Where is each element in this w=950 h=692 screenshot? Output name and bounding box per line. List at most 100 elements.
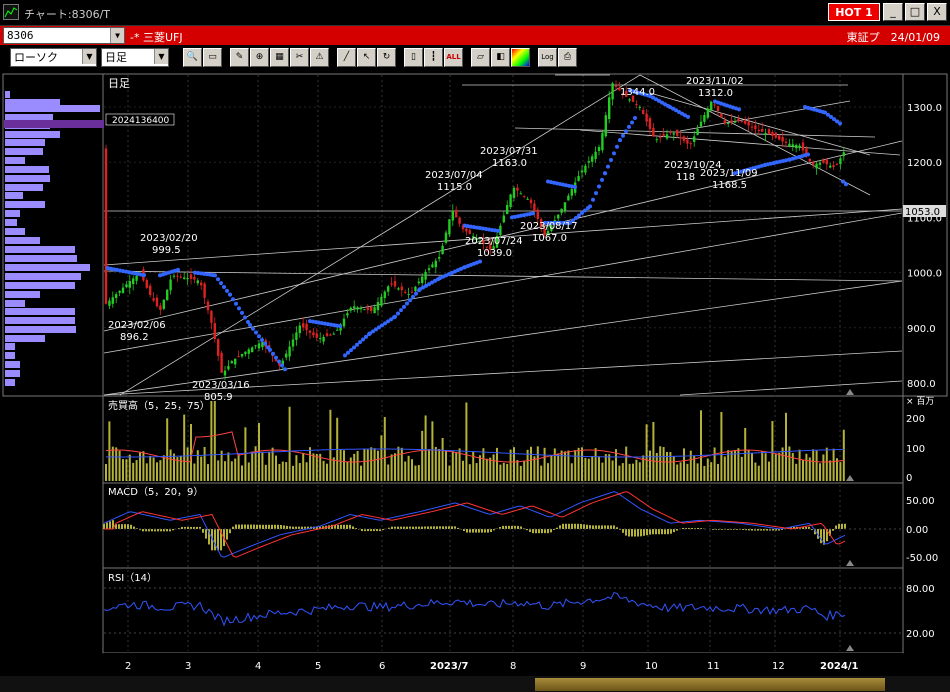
search-icon[interactable]: 🔍 — [183, 48, 202, 67]
candle-body — [540, 219, 543, 227]
candle-body — [489, 242, 492, 250]
chevron-down-icon[interactable]: ▼ — [110, 28, 124, 43]
print-icon[interactable]: ⎙ — [558, 48, 577, 67]
volume-bar — [625, 446, 628, 481]
scroll-marker-icon[interactable] — [846, 645, 854, 651]
candle-body — [784, 141, 788, 144]
maximize-button[interactable]: □ — [905, 3, 925, 21]
scroll-marker-icon[interactable] — [846, 475, 854, 481]
candle-body — [638, 106, 641, 108]
macd-histogram-bar — [571, 523, 573, 529]
close-button[interactable]: X — [927, 3, 947, 21]
volume-bar — [662, 447, 665, 481]
macd-histogram-bar — [127, 524, 129, 529]
x-axis-label: 3 — [185, 661, 191, 672]
sar-dot — [361, 337, 365, 342]
candle-body — [169, 279, 172, 291]
candle-body — [234, 358, 237, 365]
sar-dot — [561, 220, 565, 225]
drawing-icon[interactable]: ✎ — [230, 48, 249, 67]
sar-dot — [543, 220, 547, 225]
zoom-icon[interactable]: ⊕ — [250, 48, 269, 67]
macd-histogram-bar — [688, 527, 690, 529]
volume-bar — [132, 462, 135, 481]
macd-histogram-bar — [742, 529, 744, 530]
window-icon[interactable]: ▭ — [203, 48, 222, 67]
minimize-button[interactable]: _ — [883, 3, 903, 21]
sar-dot — [628, 88, 632, 93]
sar-dot — [469, 262, 473, 267]
candle-body — [281, 360, 284, 367]
volume-bar — [193, 463, 196, 481]
profile-bar — [5, 91, 10, 98]
candle-body — [550, 225, 553, 231]
hot1-button[interactable]: HOT 1 — [828, 3, 880, 21]
volume-bar — [421, 430, 424, 481]
color-icon[interactable] — [511, 48, 530, 67]
volume-bar — [400, 447, 403, 481]
macd-histogram-bar — [415, 526, 417, 529]
sar-dot — [555, 220, 559, 225]
candle-body — [506, 205, 509, 215]
chevron-down-icon[interactable]: ▼ — [82, 49, 96, 64]
fill-icon[interactable]: ◧ — [491, 48, 510, 67]
profile-bar — [5, 192, 23, 199]
macd-histogram-bar — [271, 524, 273, 529]
candle-body — [444, 232, 448, 243]
scroll-marker-icon[interactable] — [846, 560, 854, 566]
macd-histogram-bar — [595, 525, 597, 529]
x-axis: 2 3 4 5 6 2023/7 8 9 10 11 12 2024/1 — [125, 661, 858, 672]
line-icon[interactable]: ╱ — [337, 48, 356, 67]
volume-bar — [315, 453, 318, 481]
macd-histogram-bar — [256, 524, 258, 529]
candle-body — [577, 175, 580, 181]
bars-icon[interactable]: ┇ — [424, 48, 443, 67]
candle-body — [244, 351, 247, 355]
sar-dot — [640, 91, 644, 96]
scissors-icon[interactable]: ✂ — [290, 48, 309, 67]
candle-body — [512, 187, 516, 198]
alert-icon[interactable]: ⚠ — [310, 48, 329, 67]
candle-body — [200, 282, 203, 286]
price-axis-label: 1100.0 — [907, 213, 942, 224]
sar-dot — [603, 171, 607, 176]
all-icon[interactable]: ALL — [444, 48, 463, 67]
volume-bar — [516, 460, 519, 481]
cursor-icon[interactable]: ↖ — [357, 48, 376, 67]
sar-dot — [733, 171, 737, 176]
scroll-marker-icon[interactable] — [846, 389, 854, 395]
trendline — [119, 74, 641, 396]
x-axis-label: 2024/1 — [820, 661, 858, 672]
macd-histogram-bar — [610, 525, 612, 529]
scrollbar-thumb[interactable] — [535, 678, 885, 691]
volume-bar — [798, 449, 801, 481]
grid-icon[interactable]: ▦ — [270, 48, 289, 67]
sar-dot — [124, 269, 128, 274]
macd-histogram-bar — [769, 529, 771, 531]
macd-histogram-bar — [244, 524, 246, 529]
volume-bar — [268, 452, 271, 481]
chevron-down-icon[interactable]: ▼ — [154, 49, 168, 64]
rotate-icon[interactable]: ↻ — [377, 48, 396, 67]
volume-bar — [635, 459, 638, 481]
sar-dot — [806, 152, 810, 157]
macd-histogram-bar — [832, 529, 834, 531]
profile-value: 2024136400 — [112, 116, 170, 126]
candle-body — [625, 90, 628, 97]
x-axis-label: 11 — [707, 661, 720, 672]
macd-histogram-bar — [211, 529, 213, 551]
bottom-scrollbar[interactable] — [0, 676, 950, 692]
stock-code-input[interactable]: 8306 ▼ — [3, 27, 125, 44]
volume-bar — [468, 464, 471, 481]
log-icon[interactable]: Log — [538, 48, 557, 67]
sar-dot — [234, 301, 238, 306]
chart-type-select[interactable]: ローソク ▼ — [10, 48, 97, 67]
sar-dot — [800, 154, 804, 159]
ruler-icon[interactable]: ▱ — [471, 48, 490, 67]
volume-bar — [438, 449, 441, 481]
period-select[interactable]: 日足 ▼ — [101, 48, 169, 67]
sar-dot — [832, 117, 836, 122]
candle-icon[interactable]: ▯ — [404, 48, 423, 67]
candle-body — [261, 342, 264, 348]
